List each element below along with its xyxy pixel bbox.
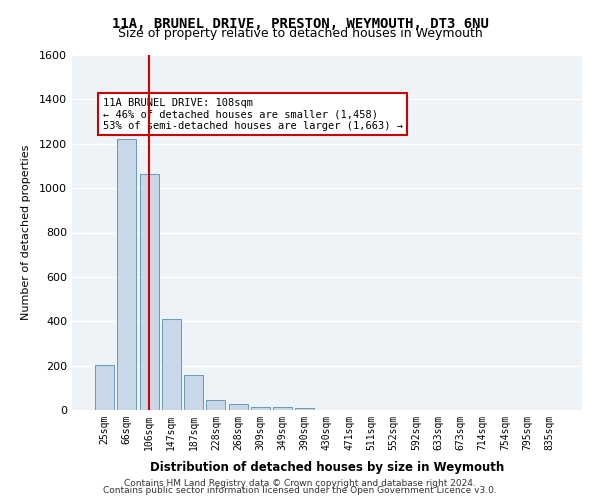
Bar bbox=[140, 174, 158, 410]
Bar bbox=[206, 400, 225, 410]
Text: 11A BRUNEL DRIVE: 108sqm
← 46% of detached houses are smaller (1,458)
53% of sem: 11A BRUNEL DRIVE: 108sqm ← 46% of detach… bbox=[103, 98, 403, 131]
Bar bbox=[184, 374, 203, 410]
Bar bbox=[295, 408, 314, 410]
Bar bbox=[251, 406, 270, 410]
Text: Contains HM Land Registry data © Crown copyright and database right 2024.: Contains HM Land Registry data © Crown c… bbox=[124, 478, 476, 488]
Bar bbox=[273, 408, 292, 410]
Y-axis label: Number of detached properties: Number of detached properties bbox=[20, 145, 31, 320]
Text: Size of property relative to detached houses in Weymouth: Size of property relative to detached ho… bbox=[118, 28, 482, 40]
Bar bbox=[162, 319, 181, 410]
Text: Contains public sector information licensed under the Open Government Licence v3: Contains public sector information licen… bbox=[103, 486, 497, 495]
Bar bbox=[95, 364, 114, 410]
Bar bbox=[229, 404, 248, 410]
Bar bbox=[118, 140, 136, 410]
Text: 11A, BRUNEL DRIVE, PRESTON, WEYMOUTH, DT3 6NU: 11A, BRUNEL DRIVE, PRESTON, WEYMOUTH, DT… bbox=[112, 18, 488, 32]
X-axis label: Distribution of detached houses by size in Weymouth: Distribution of detached houses by size … bbox=[150, 461, 504, 474]
